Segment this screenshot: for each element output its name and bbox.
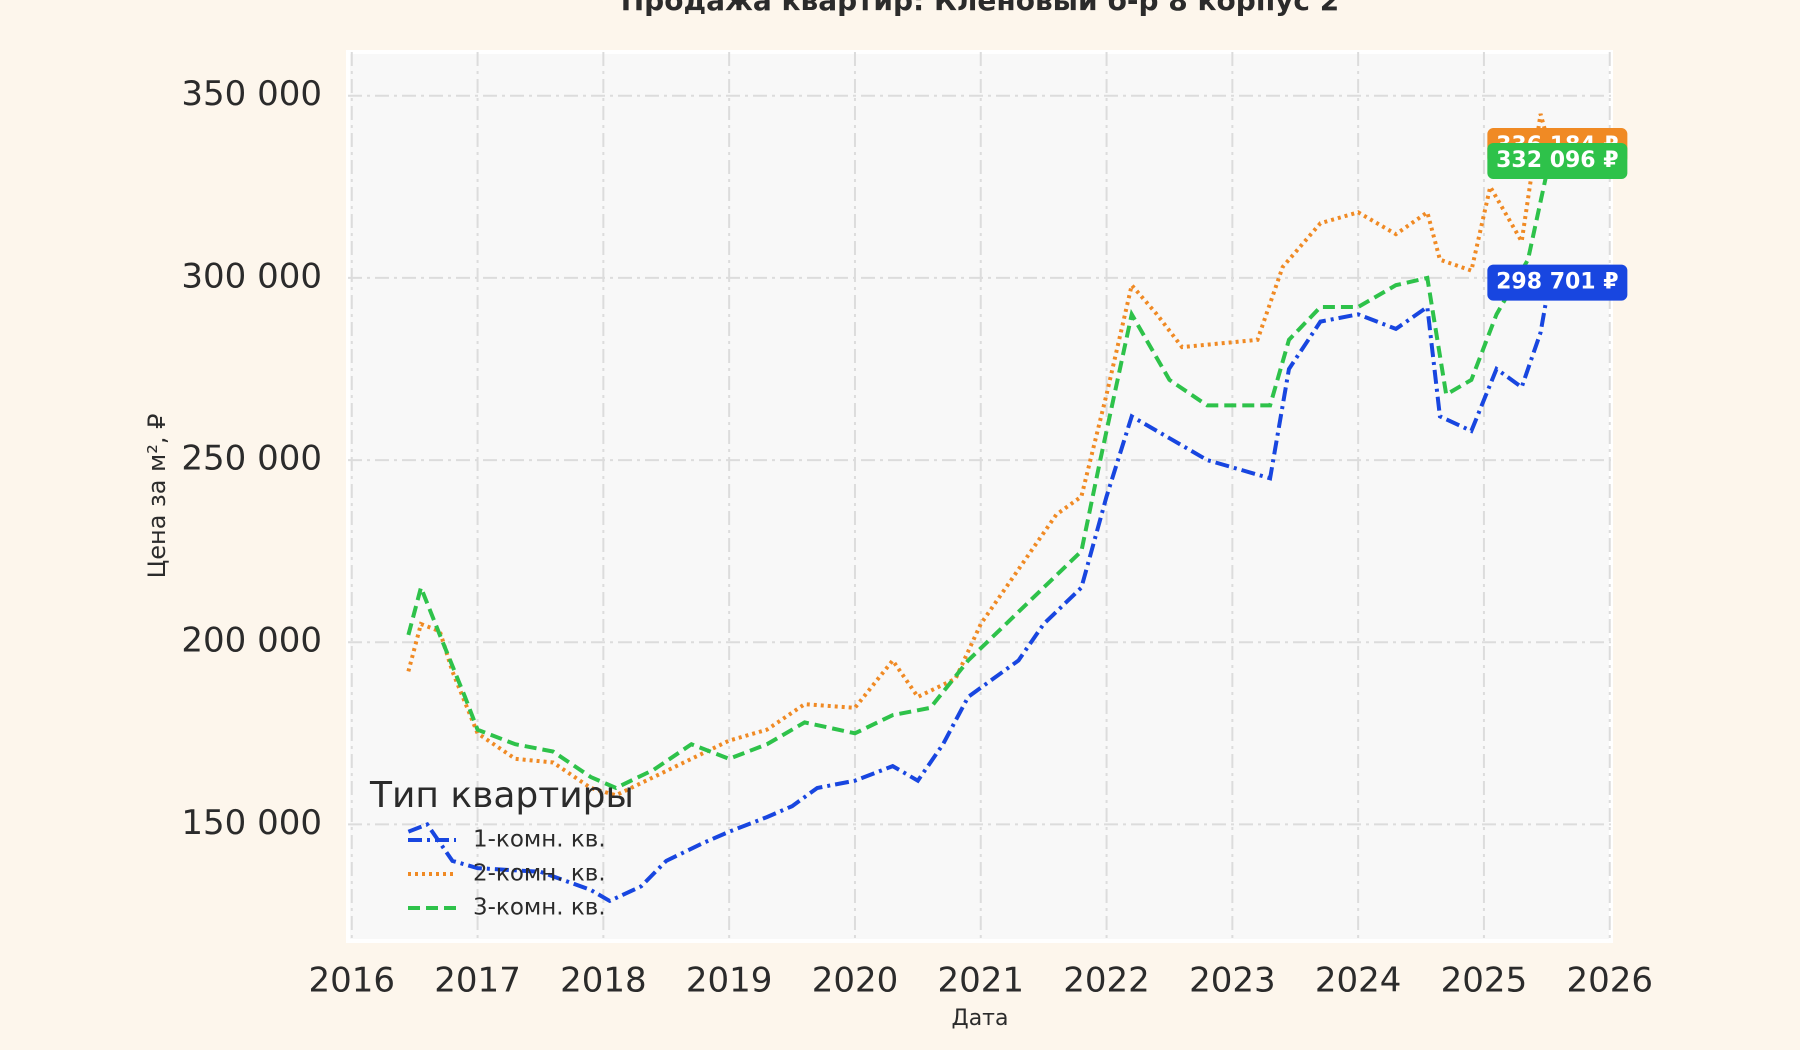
legend-label: 3-комн. кв. [473, 895, 606, 921]
x-tick-label: 2024 [1315, 961, 1402, 1001]
plot-area [346, 50, 1613, 943]
x-tick-label: 2017 [434, 961, 521, 1001]
x-tick-label: 2025 [1441, 961, 1528, 1001]
x-tick-label: 2016 [309, 961, 396, 1001]
value-badge: 332 096 ₽ [1487, 142, 1628, 179]
badge-box [1487, 142, 1628, 179]
series-line [406, 160, 1552, 791]
value-badge: 298 701 ₽ [1487, 264, 1628, 301]
y-axis-label: Цена за м², ₽ [143, 414, 171, 579]
legend-title: Тип квартиры [369, 775, 634, 816]
y-tick-label: 150 000 [181, 803, 322, 843]
legend-label: 2-комн. кв. [473, 861, 606, 887]
x-tick-label: 2021 [937, 961, 1024, 1001]
series-line [407, 282, 1552, 904]
y-tick-label: 350 000 [181, 74, 322, 114]
y-tick-label: 300 000 [181, 256, 322, 296]
x-tick-label: 2026 [1566, 961, 1653, 1001]
y-tick-label: 200 000 [181, 621, 322, 661]
x-tick-label: 2020 [812, 961, 899, 1001]
badge-box [1487, 264, 1628, 301]
x-tick-label: 2022 [1063, 961, 1150, 1001]
x-axis-label: Дата [952, 1006, 1009, 1031]
legend-label: 1-комн. кв. [473, 827, 606, 853]
x-tick-label: 2023 [1189, 961, 1276, 1001]
x-tick-label: 2019 [686, 961, 773, 1001]
y-tick-label: 250 000 [181, 439, 322, 479]
value-label: 298 701 ₽ [1496, 270, 1618, 295]
x-tick-label: 2018 [560, 961, 647, 1001]
value-label: 332 096 ₽ [1496, 148, 1618, 173]
chart-title: Продажа квартир: Кленовый б-р 8 корпус 2 [621, 0, 1340, 17]
